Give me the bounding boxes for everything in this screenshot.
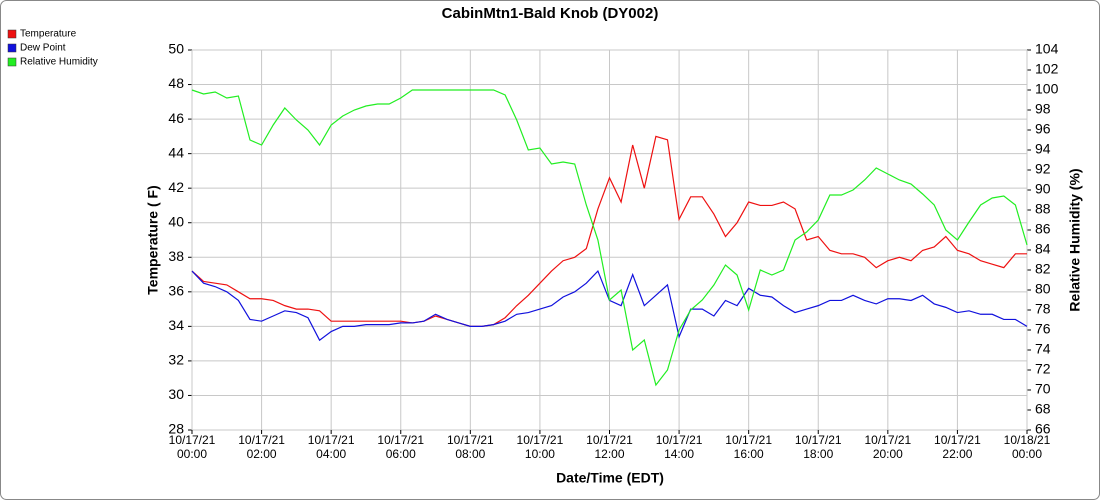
- legend-label: Temperature: [20, 29, 77, 40]
- y2-tick-label: 78: [1035, 301, 1051, 317]
- y2-tick-label: 72: [1035, 361, 1051, 377]
- y-tick-label: 46: [168, 110, 184, 126]
- y2-tick-label: 102: [1035, 61, 1059, 77]
- y2-tick-label: 82: [1035, 261, 1051, 277]
- x-tick-label: 10/17/21 16:00: [725, 433, 772, 461]
- x-tick-label: 10/17/21 08:00: [447, 433, 494, 461]
- legend-label: Dew Point: [20, 43, 66, 54]
- y2-tick-label: 86: [1035, 221, 1051, 237]
- y-tick-label: 40: [168, 213, 184, 229]
- y-tick-label: 38: [168, 248, 184, 264]
- x-tick-label: 10/17/21 04:00: [308, 433, 355, 461]
- y2-tick-label: 70: [1035, 381, 1051, 397]
- x-tick-label: 10/17/21 00:00: [169, 433, 216, 461]
- y-tick-label: 50: [168, 41, 184, 57]
- y-tick-label: 44: [168, 144, 184, 160]
- y2-tick-label: 68: [1035, 401, 1051, 417]
- y-tick-label: 30: [168, 386, 184, 402]
- y-tick-label: 34: [168, 317, 184, 333]
- y2-axis-label: Relative Humidity (%): [1067, 168, 1083, 311]
- y2-tick-label: 98: [1035, 101, 1051, 117]
- y2-tick-label: 92: [1035, 161, 1051, 177]
- x-tick-label: 10/17/21 02:00: [238, 433, 285, 461]
- y2-tick-label: 90: [1035, 181, 1051, 197]
- series-line: [191, 89, 1028, 387]
- y2-tick-label: 104: [1035, 41, 1059, 57]
- x-tick-label: 10/17/21 12:00: [586, 433, 633, 461]
- y2-tick-label: 88: [1035, 201, 1051, 217]
- chart-title: CabinMtn1-Bald Knob (DY002): [442, 5, 659, 22]
- legend-swatch: [7, 57, 17, 67]
- y2-tick-label: 74: [1035, 341, 1051, 357]
- x-tick-label: 10/17/21 14:00: [656, 433, 703, 461]
- x-tick-label: 10/17/21 18:00: [795, 433, 842, 461]
- y-axis-label: Temperature ( F): [145, 185, 161, 294]
- y2-tick-label: 84: [1035, 241, 1051, 257]
- y2-tick-label: 94: [1035, 141, 1051, 157]
- y-tick-label: 42: [168, 179, 184, 195]
- y-tick-label: 36: [168, 283, 184, 299]
- series-line: [191, 135, 1027, 327]
- legend-swatch: [7, 29, 17, 39]
- y2-tick-label: 100: [1035, 81, 1059, 97]
- y2-tick-label: 80: [1035, 281, 1051, 297]
- y2-tick-label: 76: [1035, 321, 1051, 337]
- legend-label: Relative Humidity: [20, 57, 98, 68]
- y-tick-label: 28: [168, 421, 184, 437]
- y2-tick-label: 96: [1035, 121, 1051, 137]
- x-tick-label: 10/17/21 22:00: [934, 433, 981, 461]
- legend-swatch: [7, 43, 17, 53]
- x-axis-label: Date/Time (EDT): [556, 470, 664, 486]
- y-tick-label: 32: [168, 352, 184, 368]
- x-tick-label: 10/17/21 20:00: [864, 433, 911, 461]
- x-tick-label: 10/17/21 06:00: [377, 433, 424, 461]
- x-tick-label: 10/17/21 10:00: [517, 433, 564, 461]
- y-tick-label: 48: [168, 75, 184, 91]
- x-tick-label: 10/18/21 00:00: [1004, 433, 1051, 461]
- y2-tick-label: 66: [1035, 421, 1051, 437]
